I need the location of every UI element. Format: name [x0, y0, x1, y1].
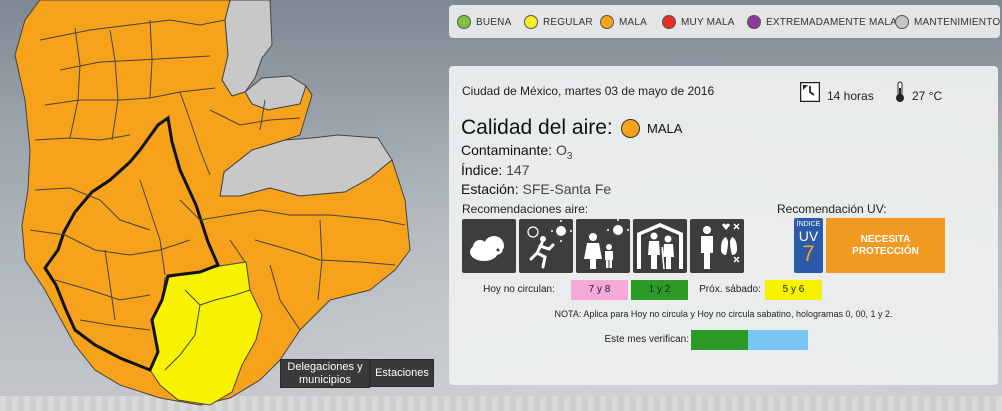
air-quality-value: MALA	[647, 121, 683, 136]
pollutant-row: Contaminante: O3	[461, 142, 572, 162]
legend-item-mala[interactable]: MALA	[600, 14, 647, 30]
cloud-sad-icon	[462, 219, 516, 273]
uv-badge-small: ÍNDICE	[796, 221, 821, 228]
uv-badge-text: UV	[798, 228, 819, 244]
station-label: Estación:	[461, 181, 519, 197]
air-quality-map	[14, 0, 411, 406]
prox-sabado-value: 5 y 6	[765, 280, 822, 300]
legend-item-regular[interactable]: REGULAR	[524, 14, 593, 30]
index-value: 147	[506, 162, 530, 178]
clock-icon	[800, 82, 820, 102]
air-quality-report-panel: Ciudad de México, martes 03 de mayo de 2…	[449, 66, 998, 385]
uv-recommendation-text: NECESITA PROTECCIÓN	[852, 233, 919, 257]
legend-item-extremadamente-mala[interactable]: EXTREMADAMENTE MALA	[747, 14, 897, 30]
legend-dot	[524, 15, 538, 29]
legend-label: EXTREMADAMENTE MALA	[766, 16, 898, 28]
map-municipality-lines	[29, 19, 406, 371]
legend-item-muy-mala[interactable]: MUY MALA	[662, 14, 735, 30]
legend-dot	[895, 15, 909, 29]
uv-index-badge: ÍNDICE UV 7	[794, 218, 823, 273]
report-temperature: 27 °C	[912, 89, 943, 103]
verifican-color-green	[691, 330, 748, 350]
running-sun-icon	[519, 219, 573, 273]
legend-bar: BUENA REGULAR MALA MUY MALA EXTREMADAMEN…	[449, 5, 1000, 38]
legend-label: MANTENIMIENTO	[914, 16, 1001, 28]
hoy-no-circulan-green-value: 1 y 2	[631, 280, 688, 300]
verifican-label: Este mes verifican:	[604, 334, 689, 345]
elderly-icon	[633, 219, 687, 273]
uv-recommendation-title: Recomendación UV:	[777, 202, 887, 216]
map-cdmx-border	[43, 115, 220, 372]
hoy-no-circulan-label: Hoy no circulan:	[483, 284, 555, 295]
delegaciones-button[interactable]: Delegaciones y municipios	[280, 359, 370, 388]
air-quality-dot	[621, 119, 640, 138]
legend-dot	[600, 15, 614, 29]
legend-item-mantenimiento[interactable]: MANTENIMIENTO	[895, 14, 1000, 30]
legend-label: MUY MALA	[681, 16, 735, 28]
map-region-outer-mala[interactable]	[14, 0, 411, 406]
legend-dot	[662, 15, 676, 29]
legend-label: MALA	[619, 16, 648, 28]
legend-label: REGULAR	[543, 16, 593, 28]
air-quality-label: Calidad del aire:	[461, 116, 613, 139]
family-sun-icon	[576, 219, 630, 273]
report-hours: 14 horas	[827, 89, 874, 103]
holograms-note: NOTA: Aplica para Hoy no circula y Hoy n…	[554, 309, 893, 319]
station-value: SFE-Santa Fe	[522, 181, 612, 197]
legend-item-buena[interactable]: BUENA	[457, 14, 511, 30]
index-row: Índice: 147	[461, 162, 530, 178]
pollutant-value: O	[555, 142, 567, 158]
uv-index-value: 7	[802, 241, 815, 266]
station-row: Estación: SFE-Santa Fe	[461, 181, 611, 197]
uv-recommendation: NECESITA PROTECCIÓN	[826, 218, 945, 273]
pollutant-subscript: 3	[566, 150, 573, 162]
report-date-header: Ciudad de México, martes 03 de mayo de 2…	[462, 84, 715, 98]
lungs-icon	[690, 219, 744, 273]
legend-label: BUENA	[476, 16, 512, 28]
prox-sabado-label: Próx. sábado:	[699, 284, 761, 295]
air-recommendations-title: Recomendaciones aire:	[462, 202, 589, 216]
bottom-strip	[0, 396, 1002, 411]
verifican-color-blue	[748, 330, 808, 350]
pollutant-label: Contaminante:	[461, 142, 553, 158]
index-label: Índice:	[461, 162, 503, 178]
thermometer-icon	[896, 81, 904, 102]
legend-dot	[457, 15, 471, 29]
estaciones-button[interactable]: Estaciones	[370, 359, 434, 387]
legend-dot	[747, 15, 761, 29]
hoy-no-circulan-value: 7 y 8	[571, 280, 628, 300]
